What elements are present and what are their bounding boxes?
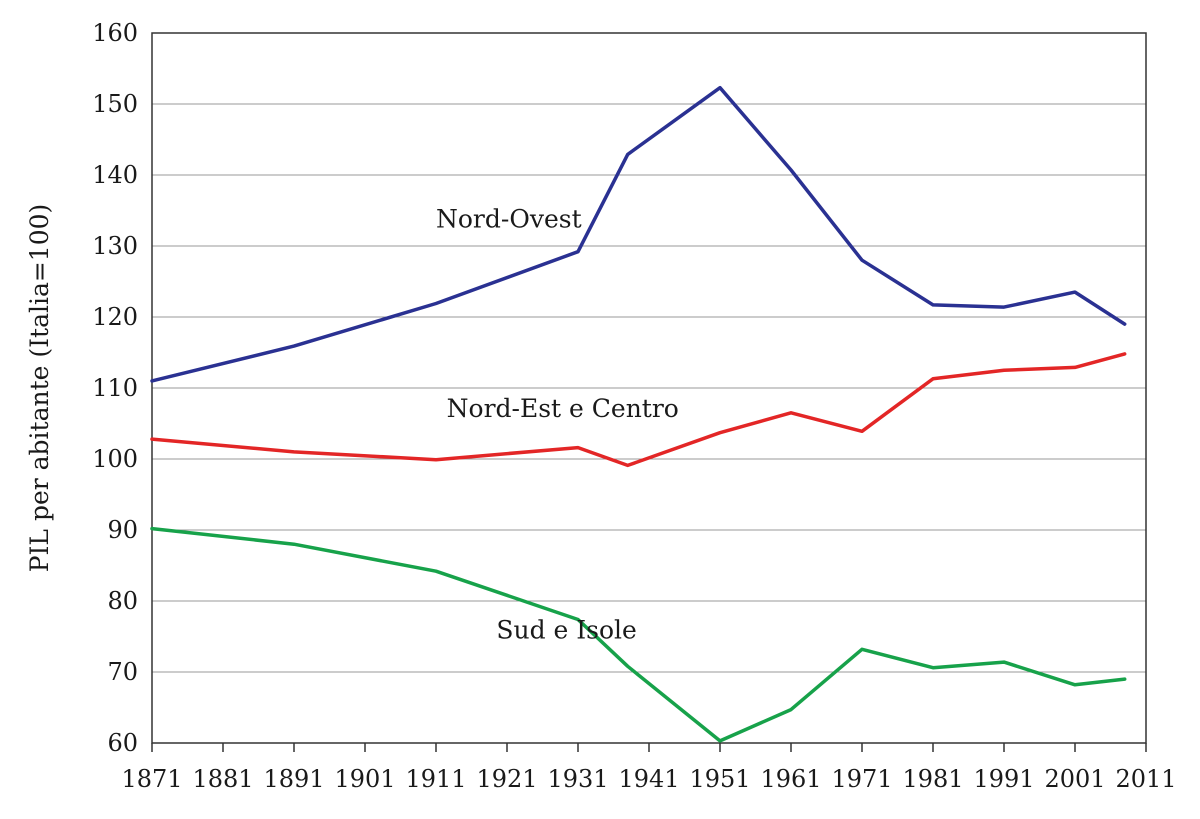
x-tick-label: 1931 xyxy=(547,765,608,793)
series-line-nord-ovest xyxy=(150,85,1127,383)
x-tick-label: 1911 xyxy=(405,765,466,793)
x-tick-label: 1961 xyxy=(760,765,821,793)
y-tick-label: 140 xyxy=(92,161,138,189)
y-tick-label: 60 xyxy=(107,729,138,757)
y-tick-label: 70 xyxy=(107,658,138,686)
y-tick-label: 110 xyxy=(92,374,138,402)
series-line-nord-est-e-centro xyxy=(150,352,1127,468)
x-tick-label: 1891 xyxy=(263,765,324,793)
series-lines xyxy=(150,85,1127,743)
series-label-sud-e-isole: Sud e Isole xyxy=(496,616,636,645)
x-tick-label: 1881 xyxy=(192,765,253,793)
y-axis-title: PIL per abitante (Italia=100) xyxy=(25,204,54,573)
series-label-nord-ovest: Nord-Ovest xyxy=(436,205,582,234)
y-tick-label: 130 xyxy=(92,232,138,260)
y-tick-label: 90 xyxy=(107,516,138,544)
series-labels: Nord-Ovest Nord-Est e Centro Sud e Isole xyxy=(436,205,679,645)
series-line-sud-e-isole xyxy=(150,526,1127,743)
x-tick-label: 1941 xyxy=(618,765,679,793)
series-label-nord-est-e-centro: Nord-Est e Centro xyxy=(447,394,679,423)
x-tick-label: 1871 xyxy=(121,765,182,793)
y-tick-label: 160 xyxy=(92,19,138,47)
y-tick-label: 80 xyxy=(107,587,138,615)
x-tick-label: 2011 xyxy=(1115,765,1176,793)
x-tick-label: 1951 xyxy=(689,765,750,793)
axis-ticks: 60 70 80 90 100 110 120 130 140 150 160 1871 1881 189… xyxy=(92,19,1176,793)
y-tick-label: 150 xyxy=(92,90,138,118)
x-tick-label: 1921 xyxy=(476,765,537,793)
x-tick-label: 1901 xyxy=(334,765,395,793)
y-tick-label: 120 xyxy=(92,303,138,331)
x-tick-label: 2001 xyxy=(1044,765,1105,793)
grid-lines xyxy=(152,103,1146,673)
y-tick-label: 100 xyxy=(92,445,138,473)
x-tick-label: 1981 xyxy=(902,765,963,793)
x-tick-label: 1991 xyxy=(973,765,1034,793)
x-tick-label: 1971 xyxy=(831,765,892,793)
